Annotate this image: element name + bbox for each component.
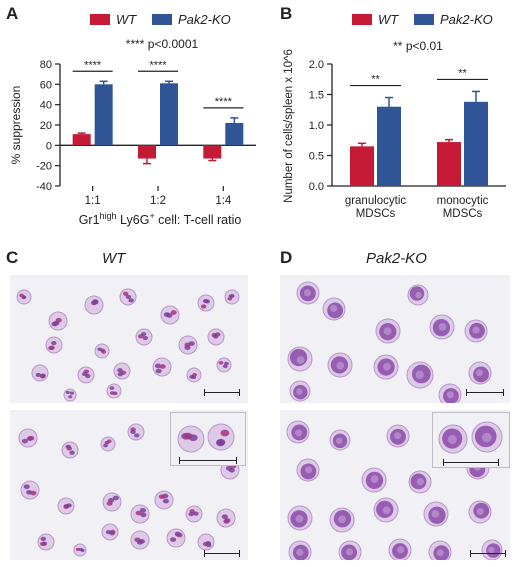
legend-a: WT Pak2-KO bbox=[90, 12, 290, 28]
y-tick-label: 1.0 bbox=[309, 120, 324, 132]
scale-bar bbox=[466, 389, 504, 396]
x-tick-label: granulocytic bbox=[345, 195, 407, 207]
x-axis-label: Gr1high Ly6G+ cell: T-cell ratio bbox=[79, 211, 242, 227]
scale-bar bbox=[470, 550, 506, 557]
bar-wt-2 bbox=[437, 142, 461, 186]
significance-label: ** bbox=[458, 67, 467, 79]
bar-wt-1 bbox=[72, 134, 91, 146]
x-tick-label: monocytic bbox=[437, 195, 489, 207]
x-tick-label: 1:2 bbox=[150, 195, 166, 207]
significance-label: **** bbox=[215, 96, 233, 108]
y-tick-label: 2.0 bbox=[309, 59, 324, 71]
legend-swatch-wt bbox=[352, 14, 372, 25]
bar-pak2-ko-1 bbox=[94, 84, 113, 146]
panel-a-letter: A bbox=[6, 4, 19, 23]
scale-bar bbox=[204, 389, 240, 396]
inset-wt bbox=[170, 412, 246, 466]
significance-label: ** bbox=[371, 74, 380, 86]
significance-label: **** bbox=[149, 59, 167, 71]
legend-swatch-ko bbox=[152, 14, 172, 25]
panel-d-letter: D bbox=[280, 248, 293, 267]
x-tick-label: MDSCs bbox=[443, 208, 483, 220]
y-tick-label: 60 bbox=[40, 79, 52, 91]
y-tick-label: 0.5 bbox=[309, 151, 324, 163]
micrograph-wt-top bbox=[10, 275, 248, 403]
chart-b: 2.01.51.00.50.0granulocyticMDSCs**monocy… bbox=[283, 39, 506, 220]
chart-a: 80 60 40 20 0 -20 -40 1:1 **** 1:2 **** 1:4 **** ****… bbox=[9, 37, 256, 227]
inset-ko bbox=[432, 412, 510, 468]
legend-label-ko: Pak2-KO bbox=[178, 12, 231, 27]
significance-label: **** bbox=[84, 59, 102, 71]
y-tick-label: 80 bbox=[40, 59, 52, 71]
bar-pak2-ko-2 bbox=[160, 83, 178, 146]
scale-bar bbox=[204, 550, 240, 557]
bar-wt-2 bbox=[138, 145, 156, 159]
panel-b-letter: B bbox=[280, 4, 293, 23]
legend-b: WT Pak2-KO bbox=[352, 12, 520, 28]
scale-bar bbox=[443, 459, 499, 466]
y-axis-label: Number of cells/spleen x 10^6 bbox=[283, 49, 295, 203]
y-tick-label: 1.5 bbox=[309, 90, 324, 102]
panel-c-letter: C bbox=[6, 248, 19, 267]
bar-pak2-ko-3 bbox=[225, 122, 244, 146]
bar-wt-1 bbox=[350, 146, 374, 186]
p-value-annotation: ** p<0.01 bbox=[393, 39, 443, 53]
y-tick-label: 0.0 bbox=[309, 181, 324, 193]
bar-wt-3 bbox=[203, 145, 222, 159]
legend-label-wt: WT bbox=[378, 12, 399, 27]
micrograph-ko-top bbox=[280, 275, 510, 403]
legend-label-ko: Pak2-KO bbox=[440, 12, 493, 27]
y-axis-label: % suppression bbox=[9, 86, 23, 165]
p-value-annotation: **** p<0.0001 bbox=[126, 37, 199, 51]
x-tick-label: 1:4 bbox=[215, 195, 232, 207]
bar-pak2-ko-1 bbox=[377, 106, 401, 186]
y-tick-label: 20 bbox=[40, 120, 52, 132]
y-tick-label: -20 bbox=[36, 161, 52, 173]
y-tick-label: -40 bbox=[36, 181, 52, 193]
scale-bar bbox=[179, 457, 237, 464]
micrograph-ko-bottom bbox=[280, 410, 510, 560]
y-tick-label: 40 bbox=[40, 100, 52, 112]
panel-d-title: Pak2-KO bbox=[366, 250, 427, 267]
micrograph-wt-bottom bbox=[10, 410, 248, 560]
legend-swatch-ko bbox=[414, 14, 434, 25]
legend-label-wt: WT bbox=[116, 12, 137, 27]
bar-pak2-ko-2 bbox=[464, 101, 488, 186]
x-tick-label: 1:1 bbox=[85, 195, 101, 207]
y-tick-label: 0 bbox=[46, 140, 52, 152]
x-tick-label: MDSCs bbox=[356, 208, 396, 220]
legend-swatch-wt bbox=[90, 14, 110, 25]
panel-c-title: WT bbox=[102, 250, 126, 267]
